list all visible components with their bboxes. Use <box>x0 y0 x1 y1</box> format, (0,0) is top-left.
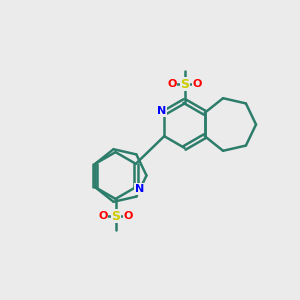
Text: O: O <box>167 79 177 89</box>
Text: N: N <box>135 184 144 194</box>
Text: S: S <box>181 77 190 91</box>
Text: N: N <box>157 106 167 116</box>
Text: S: S <box>112 209 121 223</box>
Text: O: O <box>98 211 108 221</box>
Text: O: O <box>192 79 202 89</box>
Text: O: O <box>123 211 133 221</box>
